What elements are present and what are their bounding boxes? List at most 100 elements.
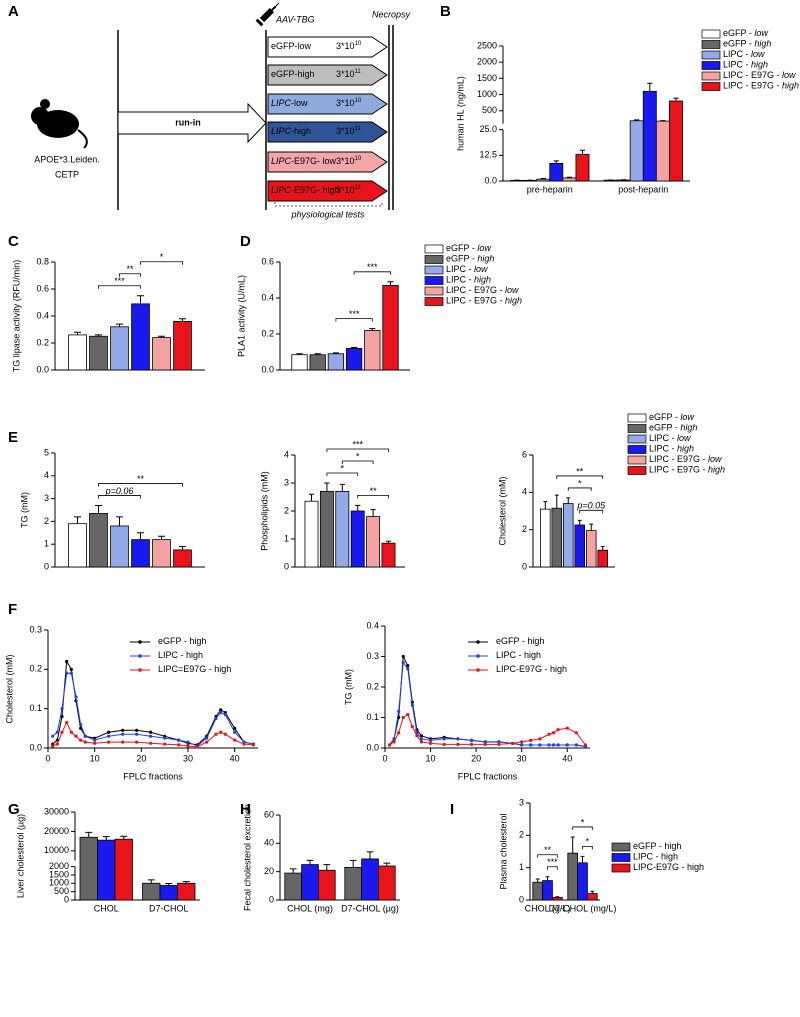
y-tick-label: 2 xyxy=(284,505,289,515)
point xyxy=(205,736,209,740)
legend-label-text: eGFP - xyxy=(446,243,477,253)
significance-bracket xyxy=(140,261,183,265)
group-label: eGFP-low xyxy=(271,41,312,51)
error-bar xyxy=(157,535,166,540)
point xyxy=(456,742,460,746)
significance-bracket xyxy=(98,495,141,499)
legend-label-text: LIPC - E97G - xyxy=(723,81,782,91)
point xyxy=(392,740,396,744)
error-bar xyxy=(370,509,376,517)
x-tick-label: 20 xyxy=(471,753,481,763)
legend-swatch xyxy=(701,50,721,60)
y-tick-label: 4 xyxy=(284,449,289,459)
point xyxy=(214,732,218,736)
group-arrow xyxy=(267,64,388,86)
legend-marker xyxy=(476,654,480,658)
error-bar xyxy=(324,482,330,492)
point xyxy=(419,737,424,741)
point xyxy=(565,726,569,730)
point xyxy=(442,742,446,746)
legend-marker xyxy=(138,668,142,672)
legend-label-italic: low xyxy=(782,70,796,80)
error-bar xyxy=(94,334,103,337)
point xyxy=(520,743,524,747)
y-tick-label: 5 xyxy=(44,447,49,457)
point xyxy=(574,731,578,735)
point xyxy=(51,744,55,748)
group-label-part: eGFP-high xyxy=(271,69,315,79)
group-label: LIPC-low xyxy=(271,98,308,108)
error-bar xyxy=(314,353,321,355)
error-bar xyxy=(349,859,357,868)
point xyxy=(406,712,410,717)
legend-label-text: LIPC-E97G - high xyxy=(496,664,567,674)
significance-label: * xyxy=(581,817,585,827)
error-bar xyxy=(120,835,128,840)
point xyxy=(223,712,227,717)
legend-swatch xyxy=(424,276,444,285)
legend-label-text: LIPC - high xyxy=(633,852,678,862)
bar xyxy=(350,510,365,568)
panel-label: E xyxy=(8,429,18,446)
point xyxy=(107,730,111,734)
error-bar xyxy=(165,882,173,886)
error-bar xyxy=(323,864,331,871)
y-tick-label: 6 xyxy=(522,449,527,459)
bar xyxy=(79,836,98,901)
y-tick-label: 1500 xyxy=(477,73,497,83)
bar xyxy=(655,120,670,182)
bar xyxy=(173,549,192,568)
y-tick-label: 10000 xyxy=(44,845,69,855)
legend-swatch xyxy=(627,434,647,444)
error-bar xyxy=(102,836,110,841)
y-tick-label: 60 xyxy=(264,809,274,819)
significance-label: *** xyxy=(547,857,558,867)
bar xyxy=(585,530,597,568)
legend-label-text: eGFP - xyxy=(649,423,680,433)
error-bar xyxy=(289,868,297,874)
point xyxy=(83,734,87,738)
error-bar xyxy=(555,896,560,898)
group-arrow xyxy=(267,36,388,58)
legend-label-text: LIPC - E97G - xyxy=(446,285,505,295)
error-bar xyxy=(178,318,187,322)
legend-label: LIPC - low xyxy=(446,264,488,274)
y-tick-label: 1500 xyxy=(49,869,69,879)
panel-label: A xyxy=(8,3,19,20)
legend-label: eGFP - low xyxy=(446,243,491,253)
bar xyxy=(68,523,87,568)
panel-label: B xyxy=(440,3,451,20)
significance-bracket xyxy=(547,866,558,870)
y-axis-title: Cholesterol (mM) xyxy=(497,476,507,545)
bar xyxy=(177,882,196,901)
point xyxy=(547,732,551,736)
y-axis-title: Fecal cholesterol excretion xyxy=(242,804,252,911)
legend-label: LIPC-E97G - high xyxy=(496,664,567,674)
y-axis-title: TG lipase activity (RFU/min) xyxy=(11,260,21,373)
error-bar xyxy=(73,516,82,524)
legend-label-italic: low xyxy=(751,49,765,59)
legend-label: eGFP - high xyxy=(158,636,206,646)
legend-label: LIPC - low xyxy=(649,433,691,443)
y-axis-title: PLA1 activity (U/mL) xyxy=(236,275,246,357)
bar xyxy=(309,354,326,371)
error-bar xyxy=(308,493,315,502)
bar xyxy=(540,508,551,568)
point xyxy=(51,734,55,738)
y-tick-label: 0.1 xyxy=(366,712,379,722)
dose-base: 3*10 xyxy=(336,98,355,108)
point xyxy=(135,728,139,732)
error-bar xyxy=(115,323,124,327)
y-tick-label: 0.4 xyxy=(36,310,49,320)
error-bar xyxy=(115,516,124,526)
bar xyxy=(361,858,379,901)
bar xyxy=(68,334,87,371)
injection-label: AAV-TBG xyxy=(275,14,315,24)
bar xyxy=(131,303,150,371)
point xyxy=(565,743,569,747)
dose-exponent: 11 xyxy=(355,126,362,132)
legend-label: eGFP - low xyxy=(723,28,768,38)
y-tick-label: 3 xyxy=(44,493,49,503)
legend-label: eGFP - high xyxy=(633,841,681,851)
legend-label-italic: high xyxy=(505,296,522,306)
